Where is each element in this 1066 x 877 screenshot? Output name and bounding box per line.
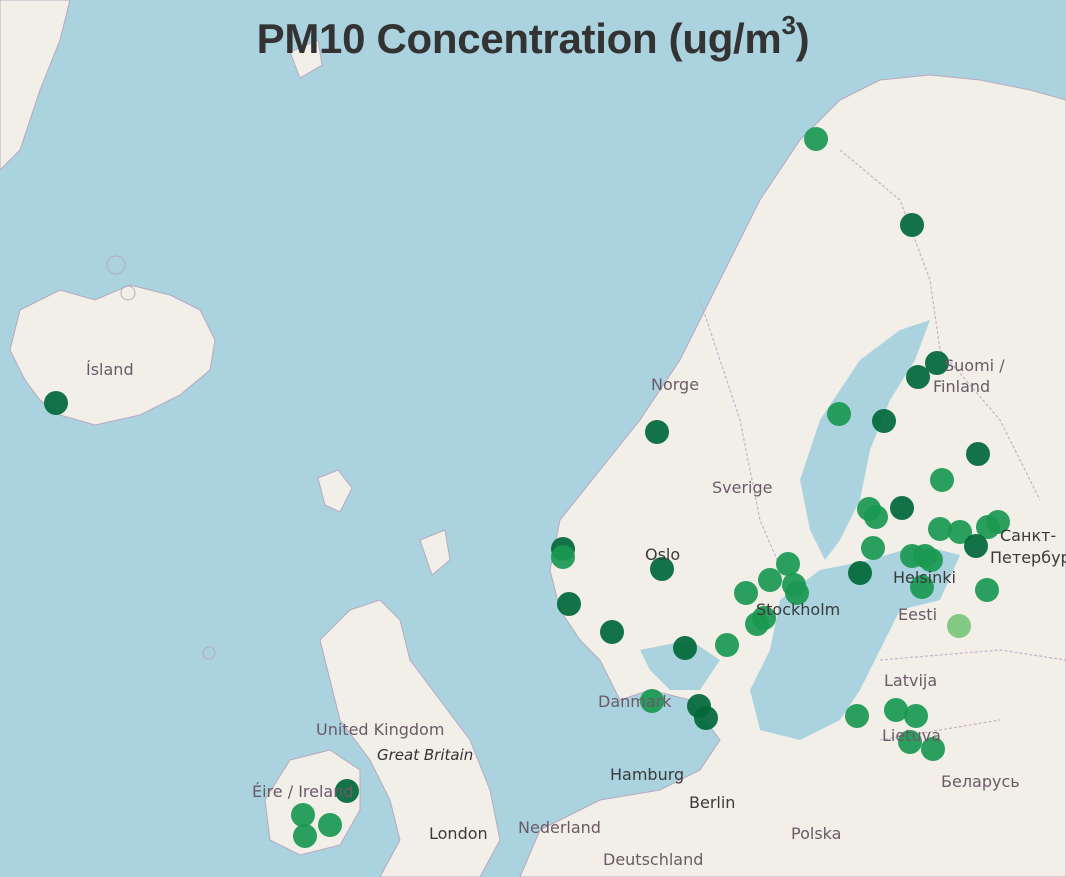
station-marker[interactable]	[910, 575, 934, 599]
label-nederland: Nederland	[518, 818, 601, 837]
label-latvija: Latvija	[884, 671, 938, 690]
label-helsinki: Helsinki	[893, 568, 956, 587]
label-polska: Polska	[791, 824, 842, 843]
label-lietuva: Lietuva	[882, 726, 941, 745]
station-marker[interactable]	[975, 578, 999, 602]
station-marker[interactable]	[964, 534, 988, 558]
station-marker[interactable]	[776, 552, 800, 576]
title-text: PM10 Concentration (ug/m	[256, 15, 782, 62]
label-stockholm: Stockholm	[756, 600, 841, 619]
station-marker[interactable]	[752, 606, 776, 630]
station-marker[interactable]	[734, 581, 758, 605]
station-marker[interactable]	[551, 545, 575, 569]
label-sverige: Sverige	[712, 478, 773, 497]
station-marker[interactable]	[898, 730, 922, 754]
label-eire: Éire / Ireland	[252, 782, 354, 801]
station-marker[interactable]	[785, 581, 809, 605]
gulf-of-bothnia	[800, 320, 930, 560]
label-island: Ísland	[86, 360, 134, 379]
label-suomi: Suomi /	[944, 356, 1005, 375]
station-marker[interactable]	[906, 365, 930, 389]
label-london: London	[429, 824, 488, 843]
greenland-land	[0, 0, 71, 171]
label-danmark: Danmark	[598, 692, 672, 711]
station-marker[interactable]	[827, 402, 851, 426]
stations-layer	[44, 127, 1010, 848]
label-deutschland: Deutschland	[603, 850, 704, 869]
label-uk: United Kingdom	[316, 720, 445, 739]
label-belarus: Беларусь	[941, 772, 1020, 791]
map-title: PM10 Concentration (ug/m3)	[0, 10, 1066, 63]
station-marker[interactable]	[900, 213, 924, 237]
station-marker[interactable]	[645, 420, 669, 444]
title-superscript: 3	[781, 10, 796, 40]
station-marker[interactable]	[600, 620, 624, 644]
label-spb-1: Санкт-	[1000, 526, 1057, 545]
station-marker[interactable]	[904, 704, 928, 728]
station-marker[interactable]	[557, 592, 581, 616]
station-marker[interactable]	[890, 496, 914, 520]
station-marker[interactable]	[318, 813, 342, 837]
kattegat	[640, 640, 720, 690]
station-marker[interactable]	[335, 779, 359, 803]
station-marker[interactable]	[966, 442, 990, 466]
label-finland: Finland	[933, 377, 991, 396]
station-marker[interactable]	[804, 127, 828, 151]
label-spb-2: Петербург	[990, 548, 1066, 567]
station-marker[interactable]	[291, 803, 315, 827]
label-hamburg: Hamburg	[610, 765, 685, 784]
station-marker[interactable]	[947, 614, 971, 638]
label-berlin: Berlin	[689, 793, 736, 812]
title-close: )	[795, 15, 810, 62]
station-marker[interactable]	[758, 568, 782, 592]
station-marker[interactable]	[928, 517, 952, 541]
station-marker[interactable]	[872, 409, 896, 433]
station-marker[interactable]	[293, 824, 317, 848]
station-marker[interactable]	[864, 505, 888, 529]
label-norge: Norge	[651, 375, 700, 394]
station-marker[interactable]	[921, 737, 945, 761]
station-marker[interactable]	[884, 698, 908, 722]
station-marker[interactable]	[925, 351, 949, 375]
station-marker[interactable]	[715, 633, 739, 657]
station-marker[interactable]	[919, 548, 943, 572]
great-britain-land	[319, 599, 501, 877]
station-marker[interactable]	[694, 706, 718, 730]
station-marker[interactable]	[848, 561, 872, 585]
station-marker[interactable]	[986, 510, 1010, 534]
label-great-britain: Great Britain	[377, 746, 474, 764]
station-marker[interactable]	[673, 636, 697, 660]
label-eesti: Eesti	[898, 605, 938, 624]
station-marker[interactable]	[845, 704, 869, 728]
station-marker[interactable]	[650, 557, 674, 581]
label-oslo: Oslo	[645, 545, 681, 564]
station-marker[interactable]	[861, 536, 885, 560]
station-marker[interactable]	[44, 391, 68, 415]
station-marker[interactable]	[948, 520, 972, 544]
station-marker[interactable]	[640, 689, 664, 713]
iceland-land	[9, 284, 216, 426]
station-marker[interactable]	[930, 468, 954, 492]
